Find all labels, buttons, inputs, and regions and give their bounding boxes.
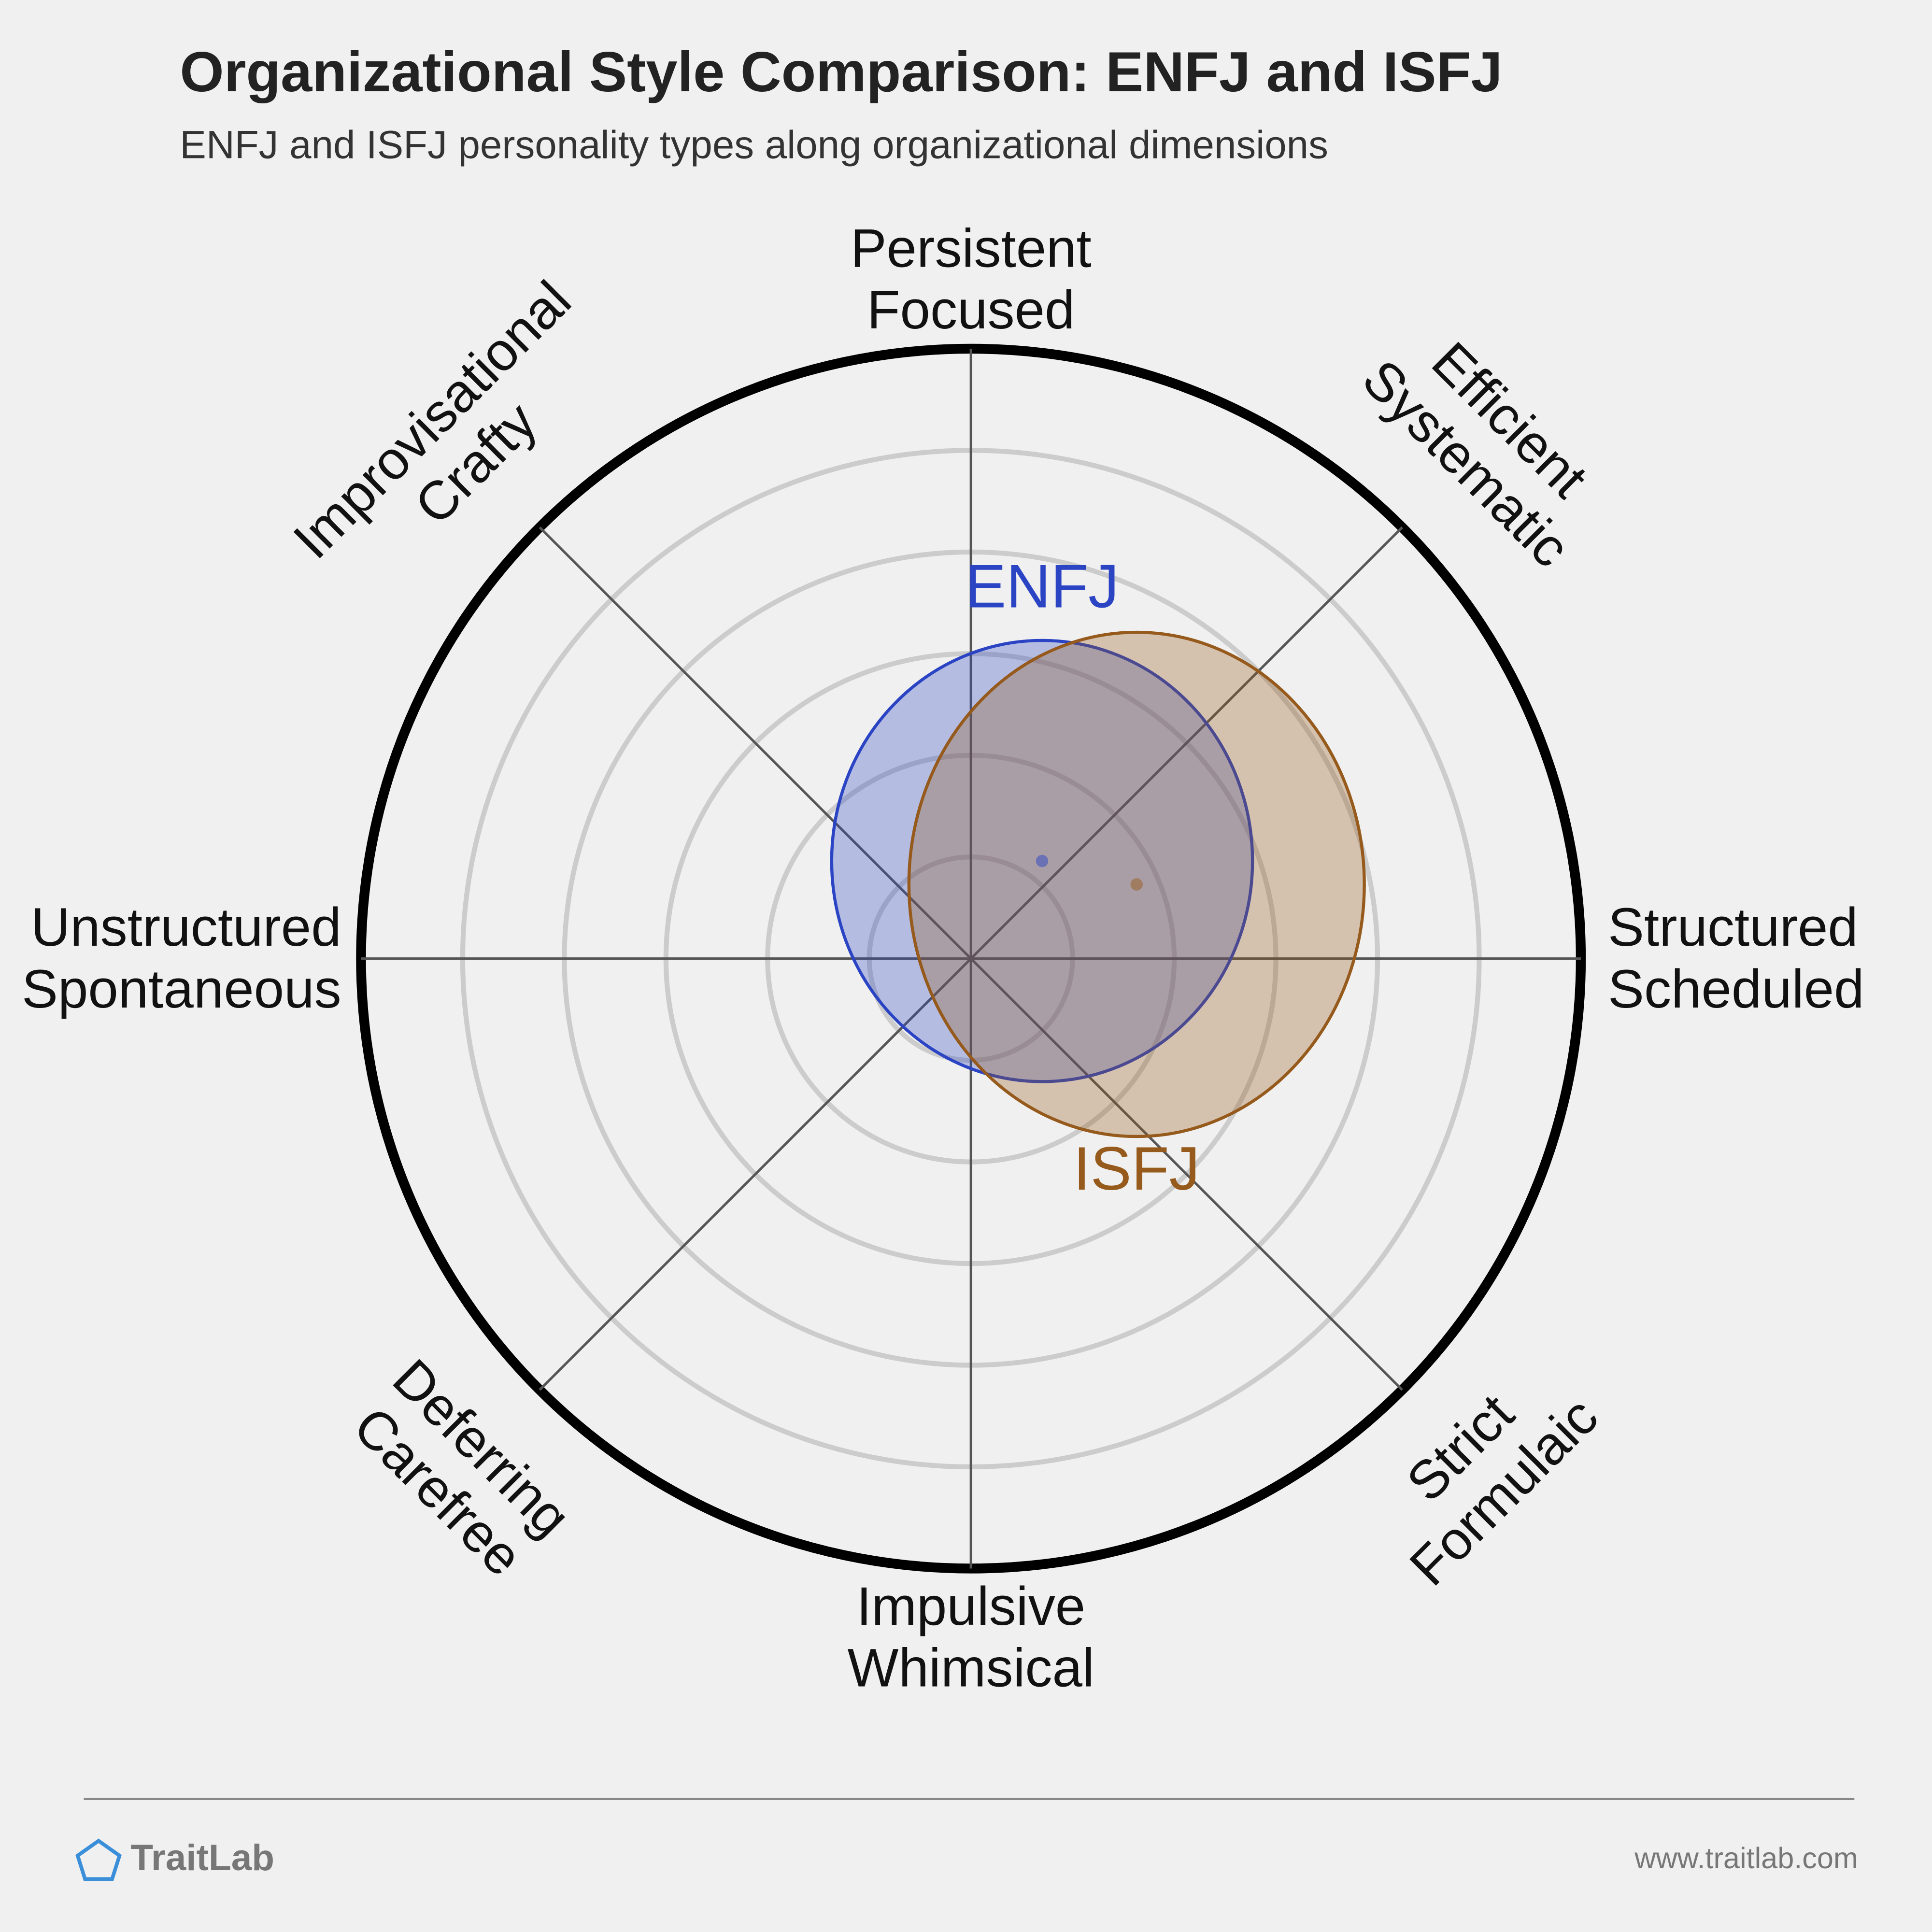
axis-label-line: Impulsive	[856, 1576, 1085, 1636]
type-center	[1130, 878, 1143, 891]
brand: TraitLab	[130, 1837, 274, 1878]
axis-label-line: Focused	[867, 279, 1075, 340]
type-center	[1036, 854, 1049, 867]
axis-label-line: Spontaneous	[22, 958, 341, 1019]
legend-label: ENFJ	[965, 553, 1119, 621]
chart-title: Organizational Style Comparison: ENFJ an…	[180, 40, 1502, 103]
axis-label-line: Structured	[1608, 896, 1858, 957]
axis-line	[539, 526, 1403, 1391]
legend-label: ISFJ	[1073, 1135, 1200, 1203]
logo-icon	[75, 1838, 122, 1881]
axis-label-line: Whimsical	[848, 1637, 1094, 1698]
axis-label-line: Unstructured	[31, 896, 341, 957]
axis-label-line: Persistent	[851, 218, 1092, 279]
chart-subtitle: ENFJ and ISFJ personality types along or…	[180, 123, 1328, 167]
url: www.traitlab.com	[1634, 1842, 1858, 1875]
axis-label-line: Scheduled	[1608, 958, 1864, 1019]
